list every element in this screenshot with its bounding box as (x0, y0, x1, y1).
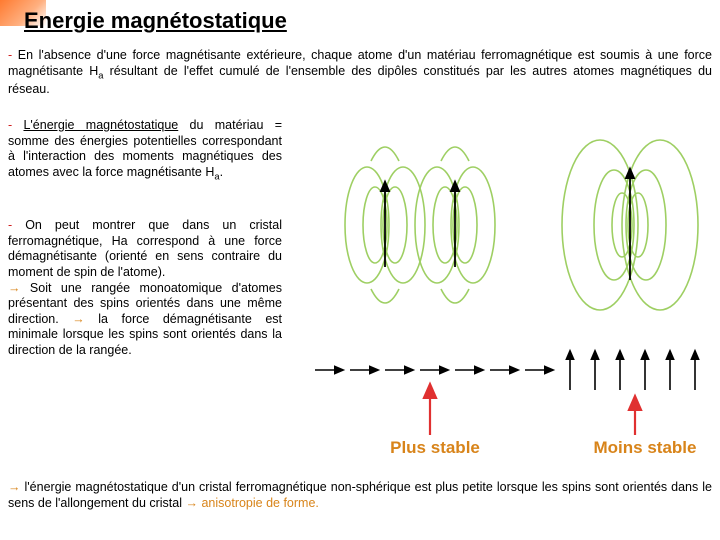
p2-lead: L'énergie magnétostatique (23, 118, 178, 132)
p2-tail: . (220, 165, 223, 179)
arrow-icon: → (8, 480, 21, 494)
paragraph-2: - L'énergie magnétostatique du matériau … (8, 118, 282, 183)
dash-icon: - (8, 48, 18, 62)
intro-text-b: résultant de l'effet cumulé de l'ensembl… (8, 64, 712, 96)
footer-b: anisotropie de forme. (198, 496, 319, 510)
paragraph-footer: → l'énergie magnétostatique d'un cristal… (8, 480, 712, 511)
arrow-icon: → (72, 312, 85, 326)
dash-icon: - (8, 118, 23, 132)
paragraph-intro: - En l'absence d'une force magnétisante … (8, 48, 712, 97)
paragraph-3: - On peut montrer que dans un cristal fe… (8, 218, 282, 359)
arrow-icon: → (8, 281, 21, 295)
caption-plus-stable: Plus stable (360, 438, 510, 458)
p3-a: On peut montrer que dans un cristal ferr… (8, 218, 282, 279)
vert-spin-row (570, 352, 695, 390)
right-dipole (562, 140, 698, 310)
page-title: Energie magnétostatique (20, 8, 287, 34)
diagram-svg (300, 110, 715, 470)
caption-moins-stable: Moins stable (570, 438, 720, 458)
footer-a: l'énergie magnétostatique d'un cristal f… (8, 480, 712, 510)
arrow-icon: → (185, 496, 198, 510)
dash-icon: - (8, 218, 25, 232)
magnetostatic-diagram: Plus stable Moins stable (300, 110, 715, 470)
left-dipole-pair (345, 147, 495, 303)
